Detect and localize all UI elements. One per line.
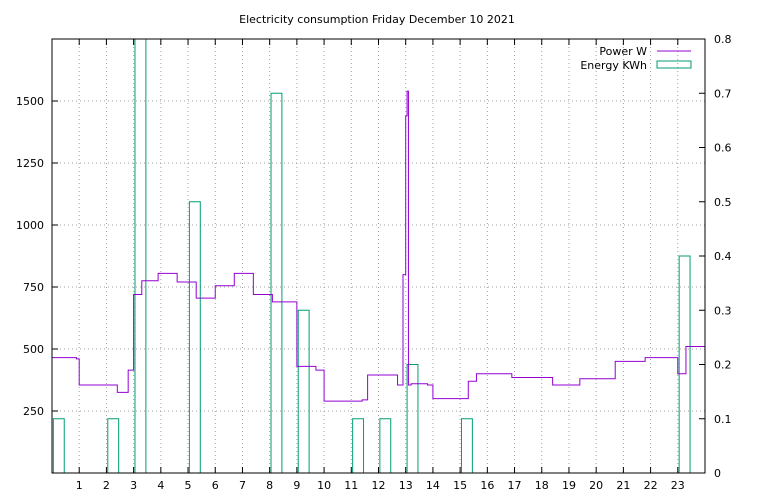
x-tick-label: 19 <box>562 479 576 492</box>
x-tick-label: 3 <box>130 479 137 492</box>
y2-tick-label: 0.1 <box>714 413 732 426</box>
y2-tick-label: 0.5 <box>714 196 732 209</box>
x-tick-label: 6 <box>212 479 219 492</box>
x-tick-label: 2 <box>103 479 110 492</box>
x-tick-label: 5 <box>185 479 192 492</box>
energy-bar <box>188 201 201 474</box>
x-tick-label: 21 <box>616 479 630 492</box>
y-tick-label: 1000 <box>16 219 44 232</box>
y2-tick-label: 0 <box>714 467 721 480</box>
x-tick-label: 12 <box>372 479 386 492</box>
x-tick-label: 10 <box>317 479 331 492</box>
grid <box>52 39 705 473</box>
legend: Power W Energy KWh <box>580 45 692 72</box>
y-tick-label: 500 <box>23 343 44 356</box>
power-line <box>52 90 705 402</box>
x-tick-label: 11 <box>344 479 358 492</box>
energy-bar <box>52 418 65 474</box>
y-tick-label: 250 <box>23 405 44 418</box>
y2-tick-label: 0.3 <box>714 304 732 317</box>
chart-title: Electricity consumption Friday December … <box>239 13 515 26</box>
energy-bar <box>270 92 283 474</box>
x-tick-label: 14 <box>426 479 440 492</box>
y-tick-label: 750 <box>23 281 44 294</box>
y2-tick-label: 0.8 <box>714 33 732 46</box>
energy-bar <box>297 309 310 474</box>
axis-ticks: 1 2 3 4 5 6 7 8 9 10 11 12 13 14 15 16 17 18 19 20 21 22 23250… <box>16 33 732 492</box>
x-tick-label: 1 <box>76 479 83 492</box>
x-tick-label: 22 <box>644 479 658 492</box>
legend-label-power: Power W <box>599 45 647 58</box>
legend-swatch-energy <box>656 60 692 69</box>
y-tick-label: 1250 <box>16 157 44 170</box>
energy-bar <box>134 38 147 474</box>
x-tick-label: 16 <box>480 479 494 492</box>
y-tick-label: 1500 <box>16 95 44 108</box>
x-tick-label: 9 <box>293 479 300 492</box>
x-tick-label: 8 <box>266 479 273 492</box>
energy-bars <box>52 38 691 474</box>
x-tick-label: 18 <box>535 479 549 492</box>
legend-label-energy: Energy KWh <box>580 59 647 72</box>
y2-tick-label: 0.2 <box>714 359 732 372</box>
energy-bar <box>379 418 392 474</box>
x-tick-label: 17 <box>508 479 522 492</box>
x-tick-label: 15 <box>453 479 467 492</box>
power-line-layer <box>52 90 705 402</box>
y2-tick-label: 0.4 <box>714 250 732 263</box>
y2-tick-label: 0.7 <box>714 87 732 100</box>
x-tick-label: 4 <box>157 479 164 492</box>
x-tick-label: 23 <box>671 479 685 492</box>
x-tick-label: 20 <box>589 479 603 492</box>
y2-tick-label: 0.6 <box>714 142 732 155</box>
x-tick-label: 7 <box>239 479 246 492</box>
energy-bar <box>352 418 365 474</box>
energy-bar <box>460 418 473 474</box>
x-tick-label: 13 <box>399 479 413 492</box>
energy-bar <box>107 418 120 474</box>
energy-bar <box>678 255 691 474</box>
